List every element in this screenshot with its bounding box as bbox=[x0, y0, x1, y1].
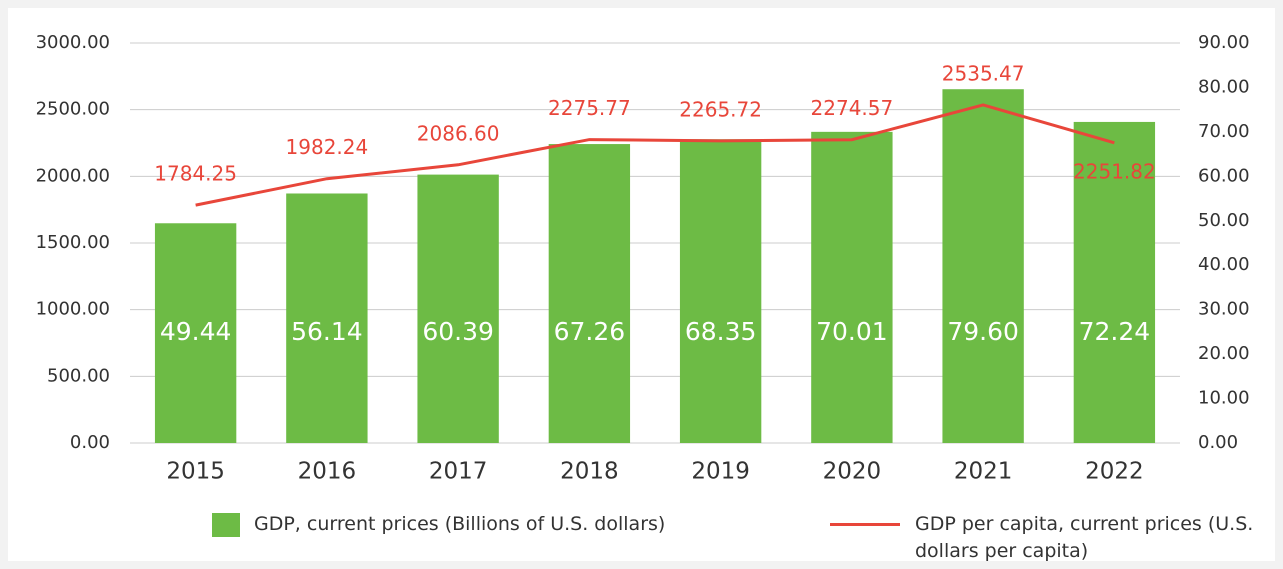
bar bbox=[548, 144, 631, 444]
y2-tick-label: 20.00 bbox=[1198, 343, 1250, 364]
data-label: 79.60 bbox=[947, 317, 1019, 346]
legend-label: GDP, current prices (Billions of U.S. do… bbox=[254, 513, 666, 535]
data-label: 56.14 bbox=[291, 317, 363, 346]
data-label: 2275.77 bbox=[548, 96, 631, 120]
y-tick-label: 0.00 bbox=[70, 432, 110, 453]
bar bbox=[286, 193, 368, 443]
y2-tick-label: 10.00 bbox=[1198, 388, 1250, 409]
x-tick-label: 2020 bbox=[823, 459, 882, 485]
bar bbox=[679, 139, 762, 443]
y2-tick-label: 50.00 bbox=[1198, 210, 1250, 231]
y2-tick-label: 30.00 bbox=[1198, 299, 1250, 320]
y2-tick-label: 60.00 bbox=[1198, 165, 1250, 186]
bar bbox=[942, 89, 1024, 443]
bar bbox=[1073, 121, 1156, 443]
line bbox=[195, 103, 1115, 207]
data-label: 2251.82 bbox=[1073, 159, 1156, 183]
data-label: 60.39 bbox=[422, 317, 494, 346]
data-label: 2265.72 bbox=[679, 97, 762, 121]
y2-tick-label: 40.00 bbox=[1198, 254, 1250, 275]
legend-item: GDP per capita, current prices (U.S. dol… bbox=[830, 511, 1253, 565]
data-label: 2086.60 bbox=[417, 121, 500, 145]
data-label: 1784.25 bbox=[154, 162, 237, 186]
x-tick-label: 2017 bbox=[429, 459, 488, 485]
x-tick-label: 2021 bbox=[954, 459, 1013, 485]
data-label: 1982.24 bbox=[286, 135, 369, 159]
data-label: 68.35 bbox=[685, 317, 757, 346]
y-tick-label: 2000.00 bbox=[36, 165, 110, 186]
y-tick-label: 500.00 bbox=[47, 365, 110, 386]
legend-swatch bbox=[830, 523, 900, 526]
data-label: 2535.47 bbox=[942, 61, 1025, 85]
bar bbox=[154, 223, 237, 443]
data-label: 49.44 bbox=[160, 317, 232, 346]
x-tick-label: 2022 bbox=[1085, 459, 1144, 485]
legend-item: GDP, current prices (Billions of U.S. do… bbox=[212, 511, 665, 538]
y-tick-label: 3000.00 bbox=[36, 32, 110, 53]
x-tick-label: 2016 bbox=[298, 459, 357, 485]
legend-swatch bbox=[212, 512, 240, 537]
legend-label: GDP per capita, current prices (U.S. dol… bbox=[915, 513, 1254, 562]
y2-tick-label: 90.00 bbox=[1198, 32, 1250, 53]
x-tick-label: 2015 bbox=[166, 459, 225, 485]
y2-tick-label: 0.00 bbox=[1198, 432, 1238, 453]
x-tick-label: 2018 bbox=[560, 459, 619, 485]
y-tick-label: 1500.00 bbox=[36, 232, 110, 253]
data-label: 70.01 bbox=[816, 317, 888, 346]
bar bbox=[417, 174, 499, 443]
data-label: 67.26 bbox=[554, 317, 626, 346]
data-label: 2274.57 bbox=[811, 96, 894, 120]
data-label: 72.24 bbox=[1079, 317, 1151, 346]
x-tick-label: 2019 bbox=[691, 459, 750, 485]
y-tick-label: 2500.00 bbox=[36, 99, 110, 120]
bar bbox=[811, 131, 893, 443]
y-tick-label: 1000.00 bbox=[36, 299, 110, 320]
y2-tick-label: 80.00 bbox=[1198, 76, 1250, 97]
y2-tick-label: 70.00 bbox=[1198, 121, 1250, 142]
